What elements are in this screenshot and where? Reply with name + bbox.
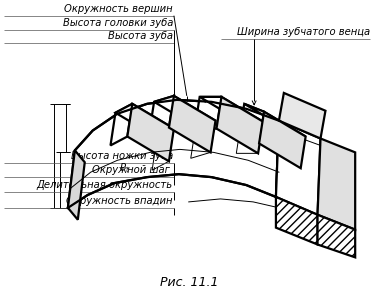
Text: Высота ножки зуба: Высота ножки зуба [71, 151, 173, 161]
Polygon shape [318, 139, 355, 230]
Polygon shape [200, 97, 263, 122]
Polygon shape [217, 97, 263, 153]
Text: $P_t$: $P_t$ [119, 161, 131, 175]
Text: Ширина зубчатого венца: Ширина зубчатого венца [237, 28, 370, 38]
Text: Делительная окружность: Делительная окружность [37, 180, 173, 190]
Polygon shape [149, 96, 174, 134]
Polygon shape [152, 129, 174, 170]
Polygon shape [239, 104, 264, 143]
Polygon shape [259, 112, 306, 168]
Polygon shape [279, 93, 325, 139]
Text: Высота зуба: Высота зуба [108, 32, 173, 41]
Polygon shape [236, 122, 263, 153]
Polygon shape [281, 129, 306, 168]
Polygon shape [68, 150, 85, 220]
Polygon shape [244, 104, 306, 136]
Polygon shape [127, 104, 174, 161]
Polygon shape [276, 121, 321, 222]
Text: Рис. 11.1: Рис. 11.1 [159, 276, 218, 289]
Text: Окружность вершин: Окружность вершин [64, 4, 173, 14]
Polygon shape [276, 197, 318, 244]
Text: Окружность впадин: Окружность впадин [67, 196, 173, 206]
Polygon shape [68, 100, 279, 208]
Text: Окружной шаг: Окружной шаг [92, 165, 173, 175]
Polygon shape [191, 121, 215, 158]
Polygon shape [116, 104, 174, 137]
Polygon shape [110, 104, 132, 146]
Polygon shape [195, 97, 221, 129]
Polygon shape [154, 96, 215, 127]
Polygon shape [276, 121, 321, 215]
Text: Высота головки зуба: Высота головки зуба [62, 17, 173, 28]
Polygon shape [169, 96, 215, 152]
Polygon shape [318, 215, 355, 257]
